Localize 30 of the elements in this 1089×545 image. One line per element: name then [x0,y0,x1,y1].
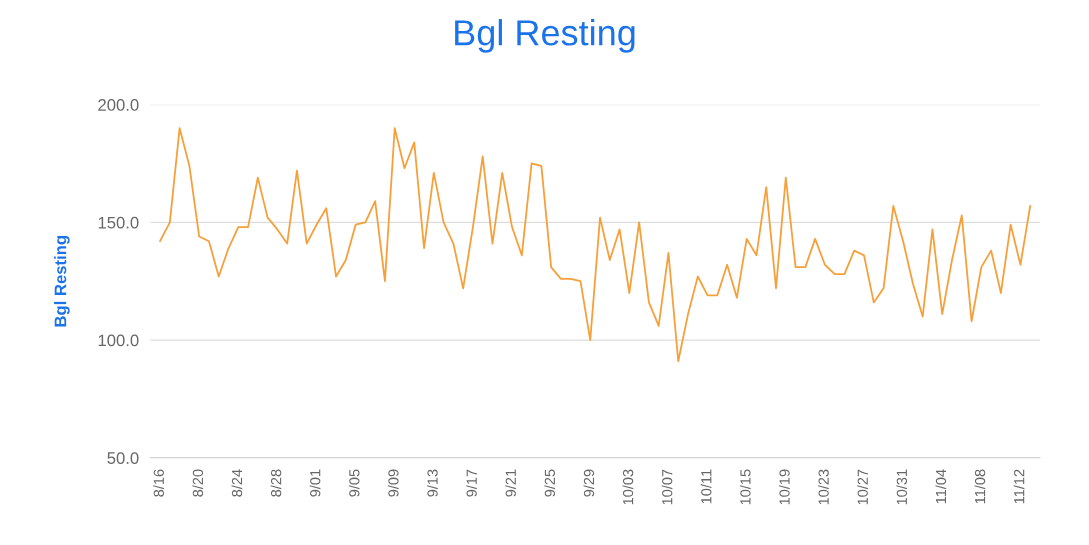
x-tick-label: 9/09 [387,469,399,497]
x-tick-label: 9/25 [544,469,556,497]
x-tick-label: 9/29 [583,469,595,497]
x-tick-label: 10/27 [857,469,868,505]
y-tick-label: 100.0 [98,334,139,347]
x-tick-label: 11/04 [935,469,947,504]
x-tick-label: 9/21 [505,469,516,497]
line-series [159,127,1032,363]
x-tick-label: 10/23 [818,469,829,505]
x-tick-label: 10/11 [700,469,712,504]
x-tick-label: 11/08 [974,469,986,504]
x-tick-label: 9/01 [309,469,321,497]
x-tick-label: 11/12 [1013,469,1025,504]
x-tick-label: 8/28 [270,469,282,497]
x-tick-label: 9/05 [348,469,360,497]
x-tick-label: 9/17 [466,469,477,497]
y-tick-label: 200.0 [98,99,139,111]
x-tick-label: 9/13 [427,469,438,497]
x-tick-label: 10/07 [661,469,673,505]
x-tick-label: 8/20 [192,469,204,497]
x-tick-label: 10/19 [778,469,790,505]
chart-title: Bgl Resting [455,19,635,53]
x-tick-label: 8/24 [231,469,243,497]
x-tick-label: 10/31 [896,469,908,505]
x-tick-label: 10/03 [622,469,634,505]
y-axis-title: Bgl Resting [54,236,70,327]
y-tick-label: 150.0 [98,216,139,229]
y-tick-label: 50.0 [107,452,139,464]
x-tick-label: 10/15 [739,469,751,505]
x-tick-label: 8/16 [153,469,164,497]
